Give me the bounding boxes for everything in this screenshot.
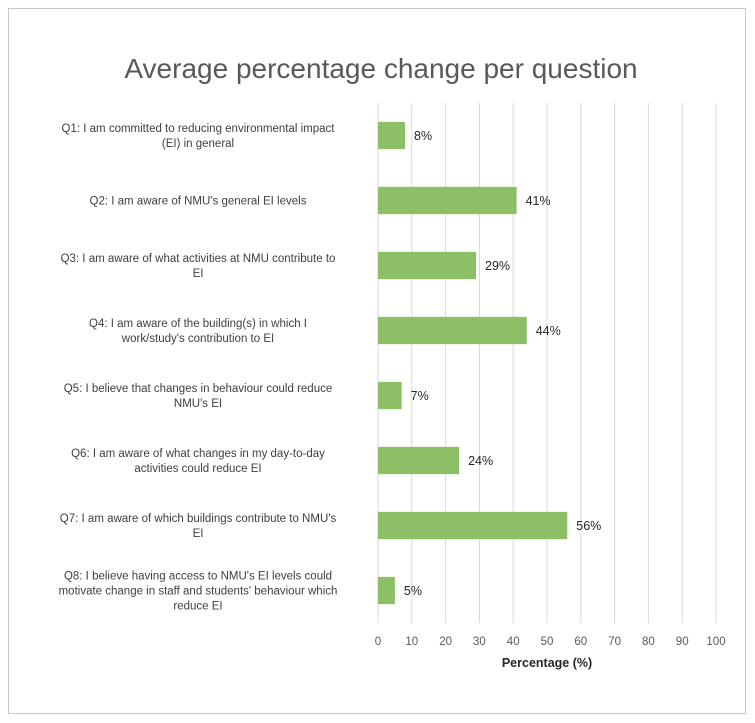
- x-tick-label: 20: [439, 636, 452, 648]
- bar: [378, 186, 517, 215]
- x-tick-label: 50: [541, 636, 554, 648]
- bar: [378, 576, 395, 605]
- x-tick-label: 80: [642, 636, 655, 648]
- chart-frame: [8, 8, 746, 714]
- x-tick-label: 100: [706, 636, 725, 648]
- bar: [378, 381, 402, 410]
- category-label: Q8: I believe having access to NMU's EI …: [59, 571, 338, 613]
- category-label: Q4: I am aware of the building(s) in whi…: [89, 318, 307, 345]
- bars: 8% 41% 29% 44% 7% 24% 56% 5%: [378, 121, 601, 605]
- x-tick-label: 0: [375, 636, 381, 648]
- category-label: Q7: I am aware of which buildings contri…: [60, 513, 337, 540]
- bar: [378, 511, 568, 540]
- category-label: Q6: I am aware of what changes in my day…: [71, 448, 325, 475]
- x-axis-label: Percentage (%): [502, 656, 592, 670]
- bar: [378, 316, 527, 345]
- bar: [378, 251, 477, 280]
- x-axis-ticks: 0 10 20 30 40 50 60 70 80 90 100: [375, 636, 726, 648]
- gridlines: [377, 103, 717, 623]
- category-label: Q1: I am committed to reducing environme…: [62, 123, 336, 150]
- x-tick-label: 70: [608, 636, 621, 648]
- data-label: 5%: [404, 584, 422, 598]
- data-label: 8%: [414, 129, 432, 143]
- x-tick-label: 60: [574, 636, 587, 648]
- category-label: Q3: I am aware of what activities at NMU…: [61, 253, 336, 280]
- x-tick-label: 90: [676, 636, 689, 648]
- bar: [378, 446, 460, 475]
- bar: [378, 121, 406, 150]
- data-label: 56%: [576, 519, 601, 533]
- x-tick-label: 40: [507, 636, 520, 648]
- category-label: Q2: I am aware of NMU's general EI level…: [90, 196, 307, 208]
- data-label: 44%: [536, 324, 561, 338]
- category-labels: Q1: I am committed to reducing environme…: [59, 123, 338, 613]
- x-tick-label: 30: [473, 636, 486, 648]
- data-label: 7%: [411, 389, 429, 403]
- chart-title: Average percentage change per question: [124, 53, 637, 84]
- category-label: Q5: I believe that changes in behaviour …: [64, 383, 333, 410]
- x-tick-label: 10: [405, 636, 418, 648]
- data-label: 41%: [526, 194, 551, 208]
- data-label: 24%: [468, 454, 493, 468]
- data-label: 29%: [485, 259, 510, 273]
